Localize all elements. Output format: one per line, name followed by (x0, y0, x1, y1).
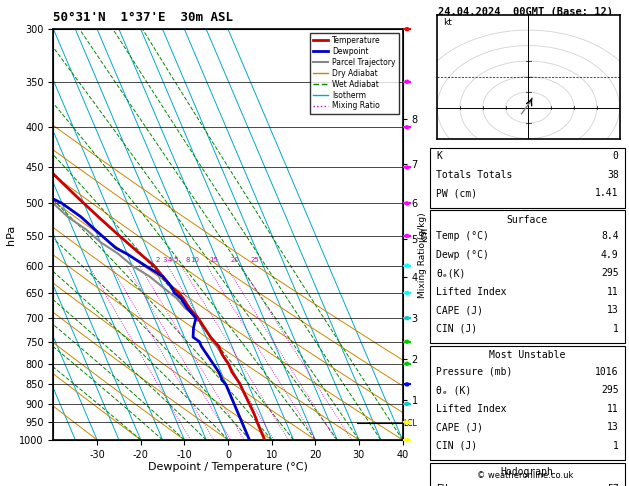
Y-axis label: km
ASL: km ASL (419, 226, 441, 243)
Text: 295: 295 (601, 268, 619, 278)
Text: 24.04.2024  00GMT (Base: 12): 24.04.2024 00GMT (Base: 12) (438, 7, 613, 17)
Text: 4.9: 4.9 (601, 250, 619, 260)
Text: 50°31'N  1°37'E  30m ASL: 50°31'N 1°37'E 30m ASL (53, 11, 233, 24)
Text: θₑ (K): θₑ (K) (436, 385, 471, 396)
Bar (430, 210, 625, 343)
Text: LCL: LCL (403, 419, 417, 428)
Text: 8: 8 (186, 257, 190, 263)
Text: CAPE (J): CAPE (J) (436, 305, 483, 315)
Text: Lifted Index: Lifted Index (436, 404, 506, 414)
Text: 0: 0 (613, 151, 619, 161)
Text: Surface: Surface (507, 215, 548, 225)
Text: Pressure (mb): Pressure (mb) (436, 367, 513, 377)
Text: Totals Totals: Totals Totals (436, 170, 513, 180)
Text: 13: 13 (607, 422, 619, 433)
Text: 1016: 1016 (595, 367, 619, 377)
Text: 20: 20 (231, 257, 240, 263)
Text: Temp (°C): Temp (°C) (436, 231, 489, 242)
Text: 11: 11 (607, 287, 619, 297)
Text: 1: 1 (613, 441, 619, 451)
Text: Most Unstable: Most Unstable (489, 350, 565, 360)
Text: 8.4: 8.4 (601, 231, 619, 242)
Text: Dewp (°C): Dewp (°C) (436, 250, 489, 260)
Text: 4: 4 (168, 257, 172, 263)
Text: 1: 1 (613, 324, 619, 334)
X-axis label: Dewpoint / Temperature (°C): Dewpoint / Temperature (°C) (148, 462, 308, 472)
Text: CIN (J): CIN (J) (436, 441, 477, 451)
Bar (430, 463, 625, 486)
Text: Hodograph: Hodograph (501, 468, 554, 477)
Text: PW (cm): PW (cm) (436, 188, 477, 198)
Text: 13: 13 (607, 305, 619, 315)
Text: 11: 11 (607, 404, 619, 414)
Text: 57: 57 (607, 484, 619, 486)
Text: 38: 38 (607, 170, 619, 180)
Text: Lifted Index: Lifted Index (436, 287, 506, 297)
Text: 3: 3 (162, 257, 167, 263)
Y-axis label: hPa: hPa (6, 225, 16, 244)
Text: © weatheronline.co.uk: © weatheronline.co.uk (477, 471, 574, 480)
Text: 2: 2 (156, 257, 160, 263)
Bar (430, 148, 625, 208)
Text: CIN (J): CIN (J) (436, 324, 477, 334)
Legend: Temperature, Dewpoint, Parcel Trajectory, Dry Adiabat, Wet Adiabat, Isotherm, Mi: Temperature, Dewpoint, Parcel Trajectory… (310, 33, 399, 114)
Text: K: K (436, 151, 442, 161)
Text: CAPE (J): CAPE (J) (436, 422, 483, 433)
Text: 10: 10 (191, 257, 199, 263)
Text: Mixing Ratio (g/kg): Mixing Ratio (g/kg) (418, 212, 427, 298)
Text: θₑ(K): θₑ(K) (436, 268, 465, 278)
Text: 1.41: 1.41 (595, 188, 619, 198)
Text: 15: 15 (209, 257, 218, 263)
Text: 295: 295 (601, 385, 619, 396)
Text: 25: 25 (251, 257, 260, 263)
Text: EH: EH (436, 484, 448, 486)
Text: kt: kt (443, 18, 452, 27)
Text: 5: 5 (174, 257, 178, 263)
Bar (430, 346, 625, 460)
